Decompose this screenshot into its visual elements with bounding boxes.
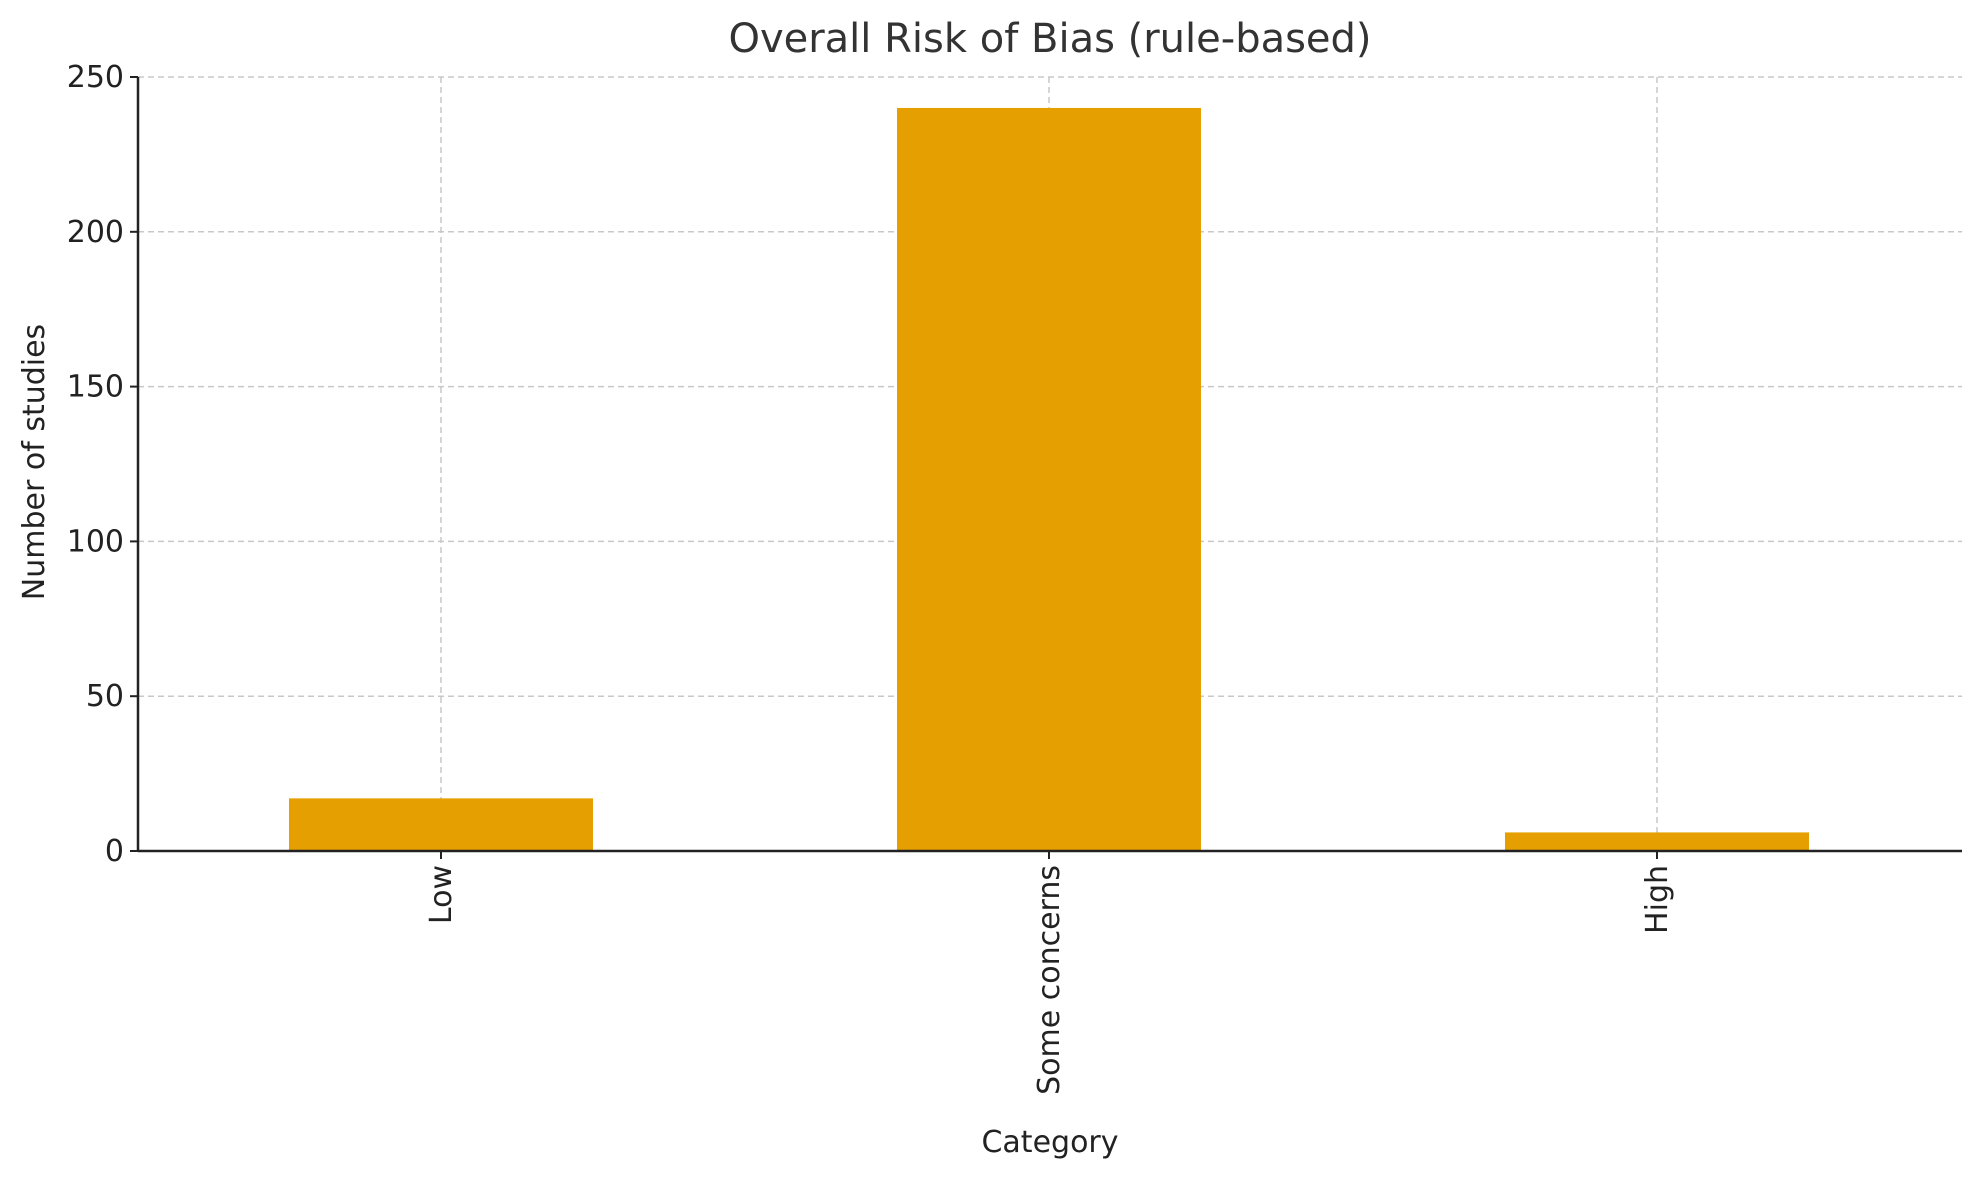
chart-title: Overall Risk of Bias (rule-based) [728, 16, 1371, 62]
y-tick-label: 200 [67, 215, 124, 250]
y-axis-label: Number of studies [17, 324, 52, 600]
x-axis-label: Category [981, 1125, 1118, 1160]
x-tick-label: Low [424, 865, 459, 924]
bar-some-concerns [897, 107, 1201, 851]
bars-layer [289, 107, 1809, 851]
bar-low [289, 798, 593, 851]
bar-high [1505, 832, 1809, 851]
y-tick-label: 0 [105, 834, 124, 869]
y-tick-label: 250 [67, 60, 124, 95]
y-tick-label: 100 [67, 524, 124, 559]
ticks-layer: 0 50 100 150 200 250 Low Some concerns High [67, 60, 1675, 1095]
y-tick-label: 150 [67, 370, 124, 405]
x-tick-label: High [1640, 865, 1675, 934]
x-tick-label: Some concerns [1032, 865, 1067, 1095]
y-tick-label: 50 [86, 679, 124, 714]
